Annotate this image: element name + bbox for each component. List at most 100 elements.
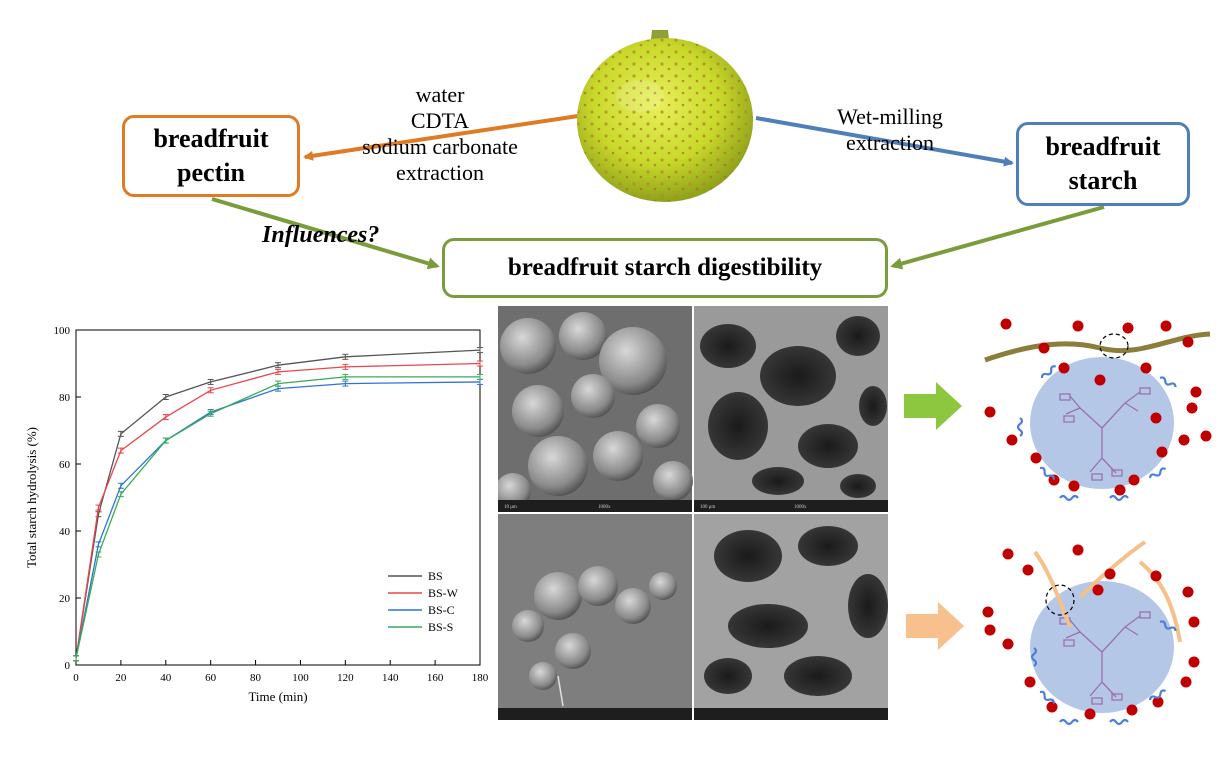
- enzyme-dot: [1000, 318, 1012, 330]
- y-tick-label: 100: [54, 325, 71, 337]
- protein-squiggle: [1039, 466, 1055, 480]
- enzyme-dot: [984, 406, 996, 418]
- sem-pectin-network-2: [694, 514, 888, 720]
- protein-squiggle: [1109, 494, 1129, 502]
- protein-squiggle: [1159, 376, 1177, 388]
- enzyme-dot: [1150, 570, 1162, 582]
- extraction-step-4: extraction: [396, 160, 484, 185]
- y-tick-label: 80: [59, 392, 71, 404]
- enzyme-dot: [982, 606, 994, 618]
- starch-box-line-1: breadfruit: [1045, 132, 1161, 161]
- wet-milling-line-1: Wet-milling: [837, 104, 943, 129]
- breadfruit-starch-box: breadfruit starch: [1016, 122, 1190, 206]
- y-tick-label: 0: [65, 660, 71, 672]
- mechanism-schematic-bot: [982, 540, 1200, 726]
- enzyme-dot: [1084, 708, 1096, 720]
- breadfruit-image: [577, 30, 753, 202]
- x-tick-label: 40: [160, 672, 172, 684]
- enzyme-dot: [1190, 386, 1202, 398]
- extraction-step-2: CDTA: [410, 108, 470, 133]
- enzyme-dot: [1094, 374, 1106, 386]
- x-tick-label: 180: [472, 672, 489, 684]
- enzyme-dot: [1178, 434, 1190, 446]
- extraction-step-1: water: [415, 82, 465, 107]
- enzyme-dot: [1046, 701, 1058, 713]
- starch-granule: [1030, 357, 1174, 489]
- enzyme-dot: [1072, 544, 1084, 556]
- series-line-bs: [75, 349, 481, 659]
- enzyme-dot: [1200, 430, 1212, 442]
- breadfruit-pectin-box: breadfruit pectin: [122, 115, 300, 197]
- green-block-arrow: [904, 382, 962, 430]
- pectin-extraction-arrow: [303, 114, 579, 161]
- pectin-chain-bottom-2: [1078, 540, 1147, 599]
- enzyme-dot: [1038, 342, 1050, 354]
- sem-treated-starch: [498, 514, 692, 720]
- enzyme-dot: [1048, 474, 1060, 486]
- protein-squiggle: [1030, 647, 1038, 667]
- sem-pectin-network-1: [694, 306, 888, 512]
- sem-micrograph-panel: 10 μm 1000x 100 μm 1000x: [498, 306, 888, 720]
- enzyme-dots-bottom: [982, 544, 1200, 720]
- legend-label: BS-C: [428, 603, 455, 617]
- protein-squiggle: [1059, 494, 1079, 502]
- y-tick-label: 40: [59, 526, 71, 538]
- enzyme-dot: [1122, 322, 1134, 334]
- starch-extraction-arrow: [755, 116, 1014, 167]
- enzyme-dot: [1128, 474, 1140, 486]
- starch-box-line-2: starch: [1068, 166, 1138, 195]
- enzyme-dot: [1024, 676, 1036, 688]
- hydrolysis-chart: 0 20 40 60 80 100 120 140 160 180 0 20 40 60 80 100 BS B…: [24, 325, 489, 704]
- enzyme-dot: [1058, 362, 1070, 374]
- binding-site-circle: [1045, 584, 1075, 616]
- enzyme-dot: [984, 624, 996, 636]
- x-axis-label: Time (min): [248, 689, 307, 704]
- pectin-box-line-1: breadfruit: [153, 124, 269, 153]
- orange-block-arrow: [906, 602, 964, 650]
- y-tick-label: 20: [59, 593, 71, 605]
- x-tick-label: 60: [205, 672, 217, 684]
- legend-label: BS: [428, 569, 443, 583]
- binding-site-circle: [1099, 333, 1129, 359]
- enzyme-dot: [1188, 656, 1200, 668]
- enzyme-dot: [1068, 480, 1080, 492]
- y-tick-label: 60: [59, 459, 71, 471]
- wet-milling-line-2: extraction: [846, 130, 934, 155]
- enzyme-dot: [1126, 704, 1138, 716]
- enzyme-dot: [1114, 484, 1126, 496]
- enzyme-dot: [1092, 584, 1104, 596]
- protein-squiggle: [1159, 620, 1177, 632]
- sem-native-starch: [498, 306, 693, 512]
- starch-digestibility-box: breadfruit starch digestibility: [442, 238, 888, 298]
- digestibility-label: breadfruit starch digestibility: [507, 254, 823, 281]
- protein-squiggle: [1039, 690, 1055, 704]
- enzyme-dot: [1030, 452, 1042, 464]
- sem-caption-3: 100 μm: [700, 505, 715, 510]
- x-tick-label: 100: [292, 672, 309, 684]
- starch-influence-arrow: [890, 205, 1105, 270]
- x-tick-label: 80: [250, 672, 262, 684]
- x-tick-label: 120: [337, 672, 354, 684]
- plot-frame: [75, 329, 481, 666]
- x-tick-label: 140: [382, 672, 399, 684]
- starch-granule: [1030, 581, 1174, 713]
- protein-squiggle: [1059, 718, 1079, 726]
- enzyme-dot: [1150, 412, 1162, 424]
- series-line-bs-w: [75, 362, 481, 659]
- pectin-chain-top: [984, 331, 1211, 363]
- amylopectin-branches: [1059, 387, 1151, 481]
- enzyme-dot: [1002, 548, 1014, 560]
- protein-squiggle: [1109, 718, 1129, 726]
- enzyme-dot: [1186, 402, 1198, 414]
- protein-squiggles-bottom: [1030, 620, 1177, 726]
- enzyme-dot: [1182, 586, 1194, 598]
- x-tick-label: 0: [73, 672, 79, 684]
- enzyme-dot: [1182, 336, 1194, 348]
- enzyme-dot: [1188, 616, 1200, 628]
- pectin-chain-bottom-3: [1138, 560, 1182, 643]
- enzyme-dot: [1156, 446, 1168, 458]
- protein-squiggles-top: [1016, 365, 1177, 502]
- influences-question: Influences?: [262, 222, 380, 248]
- enzyme-dot: [1072, 320, 1084, 332]
- enzyme-dot: [1022, 564, 1034, 576]
